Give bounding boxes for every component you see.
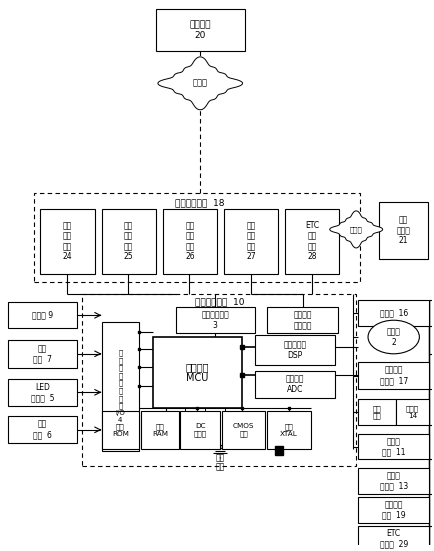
Text: 中央控制电路  18: 中央控制电路 18 — [175, 198, 224, 207]
Bar — [357, 497, 428, 522]
Text: 模数转换
ADC: 模数转换 ADC — [285, 375, 303, 394]
Text: 常
规
输
入
输
出
接
口
I/O
4: 常 规 输 入 输 出 接 口 I/O 4 — [115, 349, 125, 423]
Bar — [357, 468, 428, 494]
Bar — [101, 209, 155, 274]
Bar — [101, 322, 139, 451]
Text: 充电
状态
模块
25: 充电 状态 模块 25 — [124, 221, 133, 261]
Text: 光敏
控制: 光敏 控制 — [372, 405, 381, 419]
Bar — [141, 411, 178, 449]
Bar — [8, 416, 77, 442]
Text: 中断控制
实时时钟: 中断控制 实时时钟 — [293, 311, 312, 330]
Text: 存储
ROM: 存储 ROM — [112, 423, 128, 436]
Bar — [82, 294, 355, 466]
Polygon shape — [329, 211, 382, 248]
Text: 晶振
XTAL: 晶振 XTAL — [279, 423, 297, 436]
Bar — [254, 371, 335, 398]
Polygon shape — [158, 57, 242, 110]
Bar — [357, 399, 395, 425]
Bar — [357, 300, 428, 326]
Bar — [155, 9, 244, 51]
Text: 车位
状态
模块
26: 车位 状态 模块 26 — [184, 221, 194, 261]
Text: 内存
RAM: 内存 RAM — [151, 423, 168, 436]
Text: 充电桩
接口  11: 充电桩 接口 11 — [381, 437, 404, 456]
Text: 拾音头  16: 拾音头 16 — [379, 309, 407, 318]
Text: 应急对讲
端口  19: 应急对讲 端口 19 — [381, 500, 404, 520]
Bar — [221, 411, 265, 449]
Text: 电磁波
探测器  13: 电磁波 探测器 13 — [379, 472, 407, 491]
Bar — [267, 307, 338, 333]
Text: 车位锁 9: 车位锁 9 — [32, 311, 53, 320]
Bar — [8, 302, 77, 328]
Text: 摄像头
2: 摄像头 2 — [386, 327, 400, 347]
Bar — [254, 335, 335, 365]
Text: LED
显示器  5: LED 显示器 5 — [30, 383, 54, 402]
Bar — [152, 337, 241, 408]
Text: 外接: 外接 — [215, 453, 224, 462]
Text: 网络
通讯
模块
24: 网络 通讯 模块 24 — [62, 221, 72, 261]
Bar — [34, 193, 359, 282]
Ellipse shape — [367, 320, 418, 354]
Text: 补光灯
14: 补光灯 14 — [405, 405, 418, 419]
Text: 信号处理器
DSP: 信号处理器 DSP — [283, 340, 306, 360]
Bar — [357, 361, 428, 390]
Bar — [101, 411, 139, 449]
Text: 互联网: 互联网 — [349, 226, 362, 233]
Text: 终端控制电路  10: 终端控制电路 10 — [195, 298, 244, 306]
Bar — [8, 340, 77, 368]
Bar — [162, 209, 217, 274]
Bar — [378, 202, 427, 259]
Text: 云服务器
20: 云服务器 20 — [189, 20, 210, 40]
Text: 音效
喇叭  6: 音效 喇叭 6 — [33, 420, 52, 439]
Text: 终端编号
显示器  17: 终端编号 显示器 17 — [379, 366, 407, 385]
Text: ETC
接收
模块
28: ETC 接收 模块 28 — [305, 221, 319, 261]
Text: 地感
线圈  7: 地感 线圈 7 — [33, 344, 52, 364]
Text: ETC
接收器  29: ETC 接收器 29 — [379, 529, 407, 548]
Text: 互联网: 互联网 — [192, 79, 207, 88]
Bar — [224, 209, 278, 274]
Bar — [357, 526, 428, 551]
Text: 微处理器
MCU: 微处理器 MCU — [185, 362, 208, 383]
Bar — [8, 380, 77, 406]
Bar — [267, 411, 310, 449]
Bar — [180, 411, 220, 449]
Bar — [40, 209, 94, 274]
Bar — [175, 307, 254, 333]
Text: 应急
对讲
模块
27: 应急 对讲 模块 27 — [246, 221, 255, 261]
Bar — [357, 434, 428, 460]
Text: CMOS
电池: CMOS 电池 — [232, 423, 254, 436]
Bar — [395, 399, 428, 425]
Text: 电源: 电源 — [215, 463, 224, 472]
Bar — [275, 446, 283, 456]
Text: DC
供电口: DC 供电口 — [193, 423, 206, 436]
Text: 后台
服务端
21: 后台 服务端 21 — [396, 215, 410, 245]
Text: 网络通讯接口
3: 网络通讯接口 3 — [201, 311, 228, 330]
Bar — [284, 209, 339, 274]
